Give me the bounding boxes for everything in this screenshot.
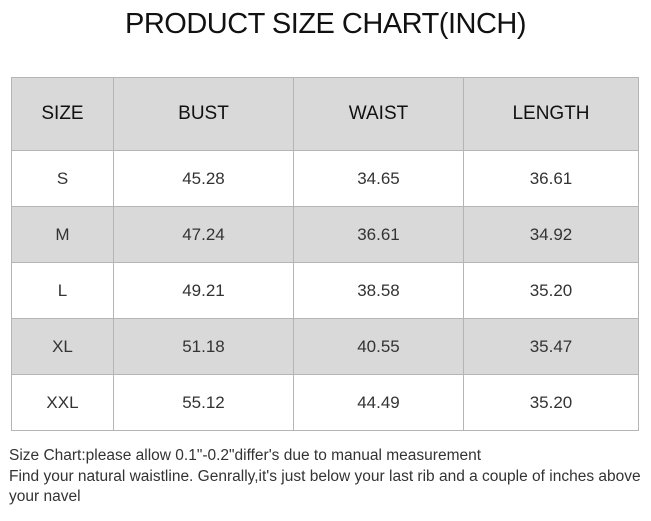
header-size: SIZE [11,77,114,151]
cell-bust: 45.28 [113,150,294,207]
cell-size: L [11,262,114,319]
cell-length: 35.20 [463,262,639,319]
measurement-note: Size Chart:please allow 0.1"-0.2"differ'… [9,447,482,464]
cell-length: 35.20 [463,374,639,431]
page-title: PRODUCT SIZE CHART(INCH) [125,8,527,40]
cell-waist: 40.55 [293,318,464,375]
table-row: XXL 55.12 44.49 35.20 [11,374,639,431]
cell-bust: 51.18 [113,318,294,375]
cell-waist: 36.61 [293,206,464,263]
cell-size: XL [11,318,114,375]
cell-size: XXL [11,374,114,431]
cell-bust: 49.21 [113,262,294,319]
header-length: LENGTH [463,77,639,151]
waistline-note: Find your natural waistline. Genrally,it… [9,467,641,506]
table-row: S 45.28 34.65 36.61 [11,150,639,207]
cell-waist: 44.49 [293,374,464,431]
cell-size: M [11,206,114,263]
cell-bust: 47.24 [113,206,294,263]
size-chart-table: SIZE BUST WAIST LENGTH S 45.28 34.65 36.… [11,77,639,431]
table-header-row: SIZE BUST WAIST LENGTH [11,77,639,151]
cell-length: 36.61 [463,150,639,207]
table-row: XL 51.18 40.55 35.47 [11,318,639,375]
cell-length: 35.47 [463,318,639,375]
cell-size: S [11,150,114,207]
header-waist: WAIST [293,77,464,151]
table-row: M 47.24 36.61 34.92 [11,206,639,263]
cell-waist: 38.58 [293,262,464,319]
header-bust: BUST [113,77,294,151]
cell-length: 34.92 [463,206,639,263]
table-row: L 49.21 38.58 35.20 [11,262,639,319]
cell-bust: 55.12 [113,374,294,431]
cell-waist: 34.65 [293,150,464,207]
size-notes: Size Chart:please allow 0.1"-0.2"differ'… [9,446,649,508]
